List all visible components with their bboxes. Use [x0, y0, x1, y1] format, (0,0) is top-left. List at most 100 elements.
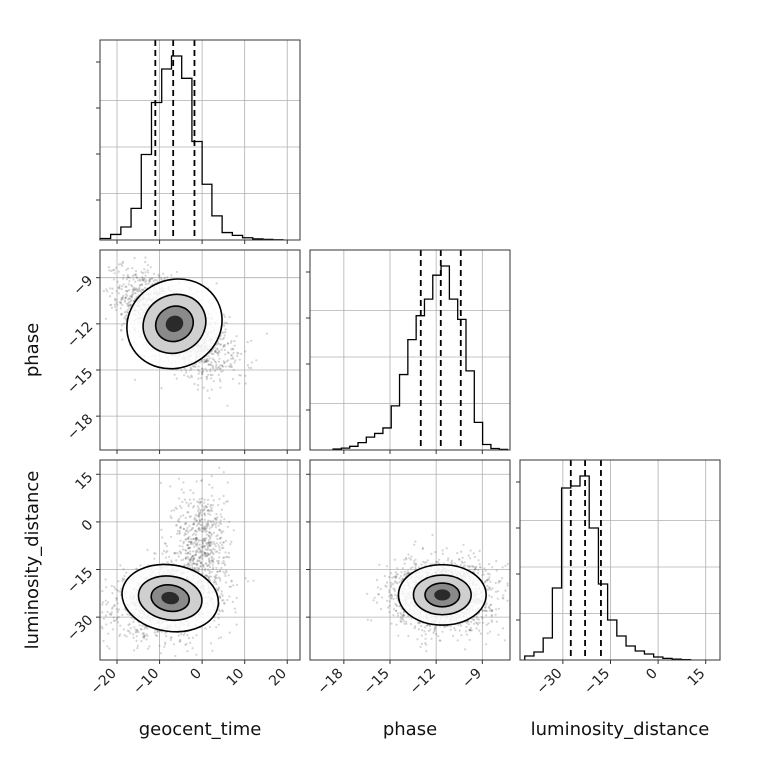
sample-point [226, 342, 229, 345]
sample-point [123, 574, 126, 578]
sample-point [122, 274, 125, 277]
sample-point [134, 288, 137, 292]
sample-point [115, 608, 118, 611]
sample-point [207, 355, 210, 358]
sample-point [139, 628, 142, 631]
sample-point [128, 622, 131, 626]
sample-point [215, 363, 218, 366]
sample-point [228, 631, 231, 634]
sample-point [191, 533, 194, 537]
sample-point [198, 361, 201, 364]
sample-point [127, 283, 130, 286]
sample-point [145, 279, 148, 282]
sample-point [125, 285, 128, 288]
sample-point [127, 298, 130, 301]
sample-point [186, 375, 189, 378]
sample-point [225, 500, 228, 503]
sample-point [219, 579, 222, 582]
sample-point [120, 288, 123, 291]
sample-point [199, 562, 202, 565]
sample-point [126, 273, 129, 277]
sample-point [148, 645, 151, 648]
sample-point [239, 374, 242, 377]
sample-point [190, 374, 193, 377]
sample-point [203, 501, 206, 504]
sample-point [176, 519, 180, 522]
sample-point [195, 653, 198, 656]
sample-point [226, 342, 229, 345]
sample-point [144, 280, 147, 284]
sample-point [232, 351, 235, 355]
sample-point [174, 506, 177, 509]
sample-point [181, 545, 184, 548]
sample-point [181, 548, 185, 551]
sample-point [173, 509, 176, 512]
sample-point [116, 621, 120, 624]
sample-point [125, 571, 128, 574]
sample-point [244, 350, 247, 353]
sample-point [200, 497, 203, 500]
panel-phase-marginal [309, 249, 511, 451]
sample-point [211, 504, 214, 507]
sample-point [206, 375, 209, 378]
sample-point [228, 520, 231, 524]
sample-point [250, 339, 253, 342]
sample-point [244, 374, 247, 377]
sample-point [121, 578, 125, 581]
sample-point [125, 310, 128, 313]
sample-point [218, 349, 221, 353]
sample-point [162, 272, 165, 275]
sample-point [204, 367, 207, 370]
sample-point [249, 366, 253, 370]
sample-point [170, 559, 173, 562]
sample-point [105, 288, 108, 291]
sample-point [117, 616, 120, 619]
sample-point [202, 386, 205, 389]
sample-point [220, 508, 223, 511]
sample-point [200, 360, 203, 363]
sample-point [227, 352, 230, 355]
sample-point [222, 336, 226, 339]
sample-point [191, 365, 195, 368]
sample-point [124, 300, 127, 303]
sample-point [172, 643, 175, 646]
sample-point [222, 471, 225, 474]
sample-point [220, 370, 223, 373]
sample-point [211, 486, 214, 489]
sample-point [158, 644, 161, 647]
sample-point [203, 552, 206, 555]
sample-point [111, 292, 114, 295]
sample-point [224, 328, 227, 331]
sample-point [255, 359, 258, 362]
sample-point [142, 277, 145, 280]
sample-point [220, 590, 223, 593]
sample-point [201, 367, 204, 370]
sample-point [101, 627, 104, 630]
sample-point [196, 388, 199, 391]
sample-point [161, 552, 164, 555]
sample-point [135, 635, 138, 638]
sample-point [146, 264, 150, 267]
sample-point [132, 620, 135, 624]
sample-point [175, 270, 178, 274]
sample-point [198, 543, 201, 546]
sample-point [228, 595, 231, 598]
sample-point [197, 507, 200, 510]
sample-point [144, 283, 148, 286]
sample-point [180, 506, 183, 510]
sample-point [117, 580, 120, 583]
sample-point [193, 562, 196, 565]
sample-point [101, 603, 104, 606]
sample-point [207, 363, 210, 366]
sample-point [115, 290, 118, 293]
sample-point [221, 369, 224, 372]
sample-point [214, 365, 218, 368]
sample-point [197, 372, 200, 375]
sample-point [129, 300, 132, 303]
sample-point [160, 278, 163, 281]
sample-point [212, 499, 215, 502]
sample-point [213, 543, 216, 546]
sample-point [157, 273, 160, 276]
sample-point [236, 583, 239, 587]
sample-point [191, 647, 194, 650]
